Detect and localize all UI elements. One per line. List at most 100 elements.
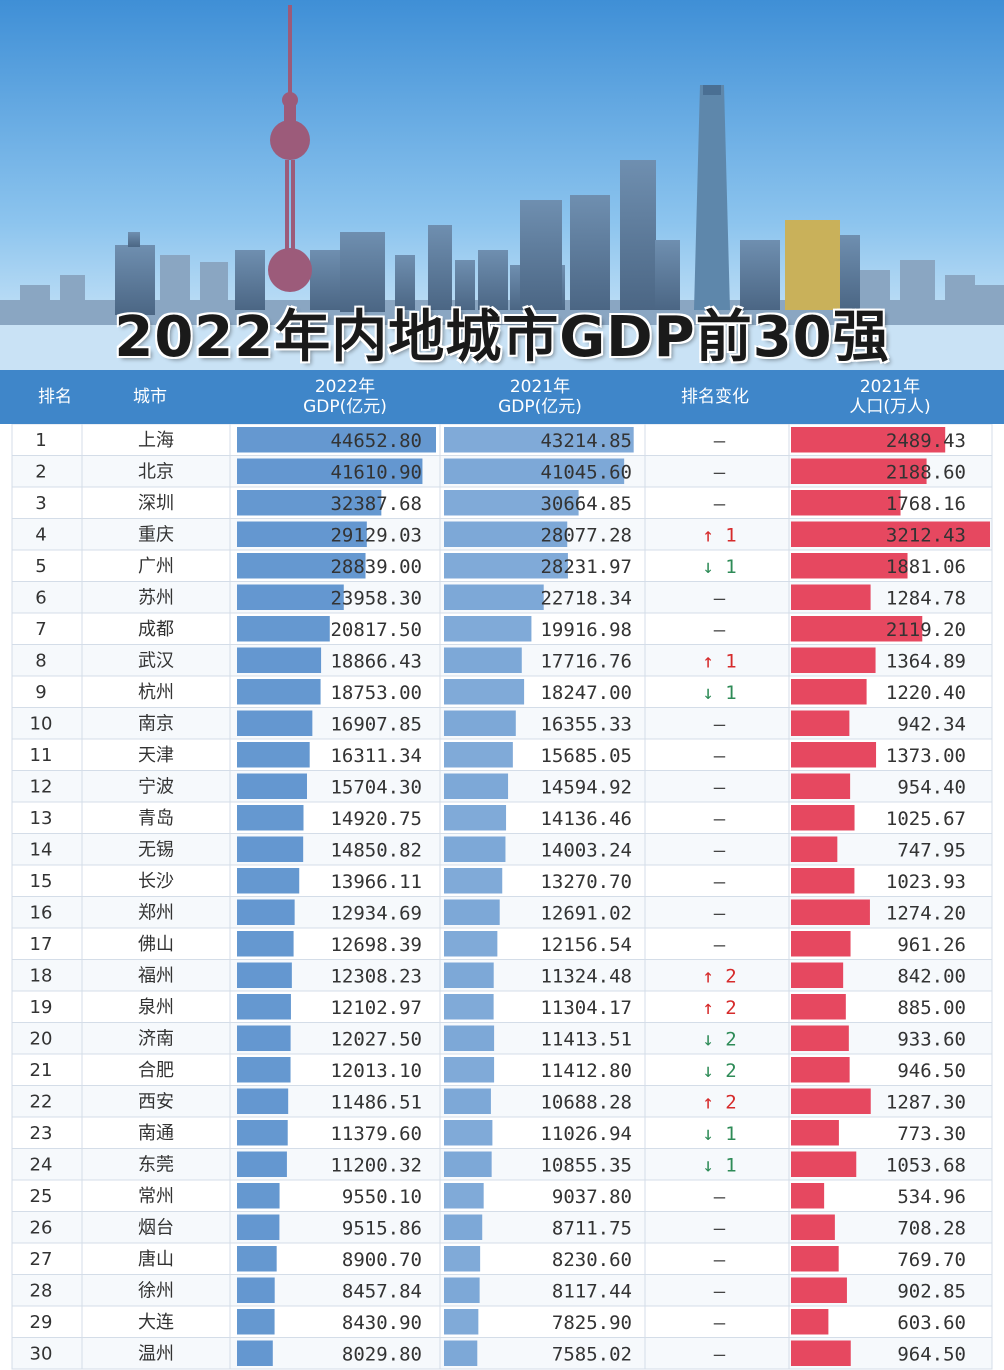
skyline-banner: 2022年内地城市GDP前30强: [0, 0, 1004, 370]
rank-label: 23: [30, 1123, 53, 1144]
population-bar: [791, 647, 876, 673]
gdp2021-value: 11304.17: [540, 997, 632, 1019]
gdp2021-value: 16355.33: [540, 713, 632, 735]
gdp2022-value: 8029.80: [342, 1343, 422, 1365]
city-label: 福州: [138, 965, 174, 986]
gdp2021-bar: [444, 868, 503, 894]
gdp2021-bar: [444, 553, 568, 579]
population-value: 1881.06: [886, 556, 966, 578]
gdp2021-value: 28231.97: [540, 556, 632, 578]
rank-label: 26: [30, 1217, 53, 1238]
gdp2022-bar: [237, 742, 310, 768]
population-value: 3212.43: [886, 524, 966, 546]
population-value: 942.34: [897, 713, 966, 735]
gdp2021-value: 7825.90: [552, 1312, 632, 1334]
rank-label: 21: [30, 1060, 53, 1081]
rank-change-label: ↓ 2: [702, 1060, 736, 1082]
population-bar: [791, 1025, 849, 1051]
gdp2022-bar: [237, 616, 330, 642]
population-bar: [791, 773, 851, 799]
gdp2021-value: 7585.02: [552, 1343, 632, 1365]
population-value: 1373.00: [886, 745, 966, 767]
gdp2022-bar: [237, 490, 382, 516]
gdp2021-bar: [444, 962, 494, 988]
gdp2022-value: 23958.30: [330, 587, 422, 609]
rank-label: 19: [30, 997, 53, 1018]
gdp2022-value: 11486.51: [330, 1091, 422, 1113]
table-row: [11, 1305, 993, 1338]
gdp2021-bar: [444, 1088, 491, 1114]
gdp2021-bar: [444, 1309, 479, 1335]
gdp2022-bar: [237, 1057, 291, 1083]
gdp2022-value: 12013.10: [330, 1060, 422, 1082]
rank-change-label: –: [714, 745, 726, 767]
rank-label: 12: [30, 776, 53, 797]
gdp2021-value: 22718.34: [540, 587, 632, 609]
city-label: 烟台: [138, 1217, 174, 1238]
gdp2021-bar: [444, 458, 625, 484]
population-bar: [791, 1214, 835, 1240]
rank-change-label: –: [714, 1249, 726, 1271]
gdp2022-value: 8900.70: [342, 1249, 422, 1271]
rank-change-label: –: [714, 1312, 726, 1334]
gdp2022-bar: [237, 994, 291, 1020]
gdp2022-value: 28839.00: [330, 556, 422, 578]
population-value: 708.28: [897, 1217, 966, 1239]
gdp2021-bar: [444, 742, 513, 768]
population-bar: [791, 490, 901, 516]
rank-label: 9: [35, 682, 46, 703]
population-bar: [791, 1277, 847, 1303]
rank-label: 27: [30, 1249, 53, 1270]
gdp2021-bar: [444, 1214, 483, 1240]
rank-change-label: ↓ 1: [702, 556, 736, 578]
gdp2021-bar: [444, 805, 507, 831]
rank-change-label: –: [714, 934, 726, 956]
city-label: 苏州: [138, 587, 174, 608]
city-label: 无锡: [138, 839, 174, 860]
gdp2022-bar: [237, 962, 292, 988]
gdp2021-value: 17716.76: [540, 650, 632, 672]
city-label: 宁波: [138, 776, 174, 797]
city-label: 东莞: [138, 1154, 174, 1175]
population-value: 603.60: [897, 1312, 966, 1334]
gdp2022-value: 12698.39: [330, 934, 422, 956]
header-change: 排名变化: [645, 370, 785, 424]
rank-change-label: ↑ 2: [702, 997, 736, 1019]
rank-change-label: –: [714, 839, 726, 861]
gdp2021-value: 9037.80: [552, 1186, 632, 1208]
city-label: 合肥: [138, 1060, 174, 1081]
city-label: 郑州: [138, 902, 174, 923]
header-change-label: 排名变化: [681, 387, 749, 407]
gdp2021-value: 11413.51: [540, 1028, 632, 1050]
population-bar: [791, 584, 871, 610]
gdp2022-bar: [237, 521, 367, 547]
population-bar: [791, 805, 855, 831]
rank-label: 20: [30, 1028, 53, 1049]
rank-label: 10: [30, 713, 53, 734]
population-value: 1274.20: [886, 902, 966, 924]
rank-change-label: –: [714, 461, 726, 483]
gdp2022-value: 8457.84: [342, 1280, 422, 1302]
gdp2022-value: 44652.80: [330, 430, 422, 452]
population-value: 902.85: [897, 1280, 966, 1302]
gdp2021-bar: [444, 899, 500, 925]
population-value: 954.40: [897, 776, 966, 798]
population-value: 842.00: [897, 965, 966, 987]
city-label: 南通: [138, 1123, 174, 1144]
gdp2022-value: 18753.00: [330, 682, 422, 704]
population-value: 933.60: [897, 1028, 966, 1050]
gdp2021-value: 8711.75: [552, 1217, 632, 1239]
gdp2021-value: 30664.85: [540, 493, 632, 515]
header-pop-line2: 人口(万人): [849, 397, 931, 417]
gdp2022-value: 18866.43: [330, 650, 422, 672]
rank-change-label: ↓ 1: [702, 1123, 736, 1145]
rank-label: 17: [30, 934, 53, 955]
population-value: 964.50: [897, 1343, 966, 1365]
gdp2022-bar: [237, 931, 294, 957]
population-bar: [791, 616, 923, 642]
skyline-illustration: [0, 0, 1004, 370]
header-gdp2021-line1: 2021年: [509, 377, 571, 397]
population-value: 1025.67: [886, 808, 966, 830]
header-gdp2022-line1: 2022年: [314, 377, 376, 397]
gdp2022-bar: [237, 1309, 275, 1335]
